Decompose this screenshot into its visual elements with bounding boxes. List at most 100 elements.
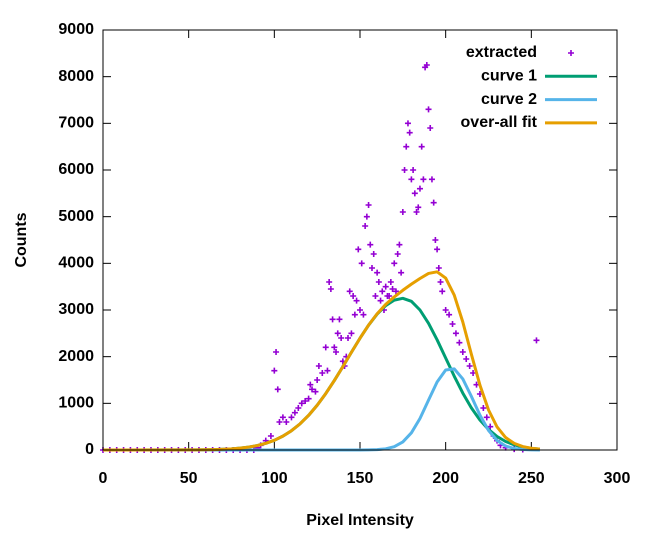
data-point	[427, 125, 434, 131]
data-point	[442, 307, 449, 313]
data-point	[309, 386, 316, 393]
data-point	[375, 279, 382, 285]
data-point	[413, 209, 420, 215]
data-point	[315, 363, 322, 369]
data-point	[420, 176, 427, 183]
data-point	[399, 209, 406, 215]
data-point	[435, 265, 442, 271]
data-point	[416, 185, 423, 192]
data-point	[382, 283, 389, 290]
data-point	[291, 409, 298, 416]
data-point	[305, 395, 312, 402]
data-point	[374, 269, 381, 276]
data-point	[446, 311, 453, 318]
data-point	[377, 297, 384, 304]
data-point	[319, 370, 326, 376]
y-tick-label: 3000	[58, 301, 94, 318]
y-tick-label: 4000	[58, 255, 94, 272]
y-tick-label: 9000	[58, 21, 94, 38]
data-point	[456, 339, 463, 346]
data-point	[463, 356, 470, 362]
data-point	[333, 349, 340, 355]
data-point	[408, 176, 415, 183]
data-point	[348, 330, 355, 337]
data-point	[428, 176, 435, 183]
data-point	[401, 167, 408, 173]
x-tick-label: 300	[604, 470, 631, 487]
legend-label: extracted	[466, 44, 537, 61]
data-point	[283, 419, 290, 425]
data-point	[483, 414, 490, 421]
data-point	[452, 330, 459, 337]
data-point	[322, 344, 329, 351]
data-point	[379, 288, 386, 295]
data-point	[346, 288, 353, 295]
legend-label: over-all fit	[461, 114, 538, 131]
data-point	[363, 213, 370, 220]
data-point	[336, 316, 343, 323]
data-point	[411, 190, 418, 197]
data-point	[410, 167, 417, 173]
data-point	[365, 202, 372, 208]
data-point	[329, 316, 336, 323]
data-point	[295, 405, 302, 411]
data-point	[345, 335, 352, 341]
data-point	[331, 344, 338, 351]
data-point	[418, 143, 425, 150]
y-tick-label: 5000	[58, 208, 94, 225]
data-point	[274, 386, 281, 393]
data-point	[389, 286, 396, 292]
data-point	[391, 260, 398, 267]
data-point	[487, 423, 494, 430]
y-tick-label: 2000	[58, 348, 94, 365]
y-axis-label: Counts	[13, 212, 30, 267]
data-point	[326, 279, 333, 285]
data-point	[449, 321, 456, 327]
data-point	[423, 62, 430, 68]
data-point	[406, 129, 413, 136]
x-axis-label: Pixel Intensity	[306, 512, 414, 529]
data-point	[434, 246, 441, 253]
data-point	[302, 398, 309, 404]
data-point	[466, 363, 473, 369]
data-point	[267, 433, 274, 439]
data-point	[394, 251, 401, 257]
x-tick-label: 200	[432, 470, 459, 487]
fit-curve	[102, 270, 541, 452]
data-point	[370, 251, 377, 257]
plot-border	[102, 29, 618, 451]
data-point	[398, 269, 405, 276]
data-point	[415, 204, 422, 211]
x-tick-label: 250	[518, 470, 545, 487]
data-point	[288, 414, 295, 421]
data-point	[387, 279, 394, 285]
x-tick-label: 0	[99, 470, 108, 487]
legend-label: curve 2	[481, 91, 537, 108]
data-point	[357, 307, 363, 313]
data-point	[353, 297, 360, 304]
data-point	[358, 260, 365, 267]
legend-label: curve 1	[481, 68, 537, 85]
data-point	[439, 288, 446, 295]
data-point	[404, 120, 411, 127]
data-point	[298, 400, 305, 407]
data-point	[324, 367, 331, 374]
data-point	[432, 237, 439, 243]
data-point	[533, 337, 540, 344]
data-point	[430, 199, 437, 206]
data-point	[334, 330, 341, 337]
data-point	[386, 293, 393, 299]
y-tick-label: 7000	[58, 115, 94, 132]
y-tick-label: 0	[85, 441, 94, 458]
data-point	[367, 241, 374, 248]
x-tick-label: 150	[347, 470, 374, 487]
data-point	[355, 246, 362, 253]
data-point	[338, 335, 345, 341]
data-point	[314, 377, 321, 383]
data-point	[403, 143, 410, 150]
x-tick-label: 100	[261, 470, 288, 487]
data-point	[362, 223, 369, 229]
data-point	[279, 414, 286, 421]
